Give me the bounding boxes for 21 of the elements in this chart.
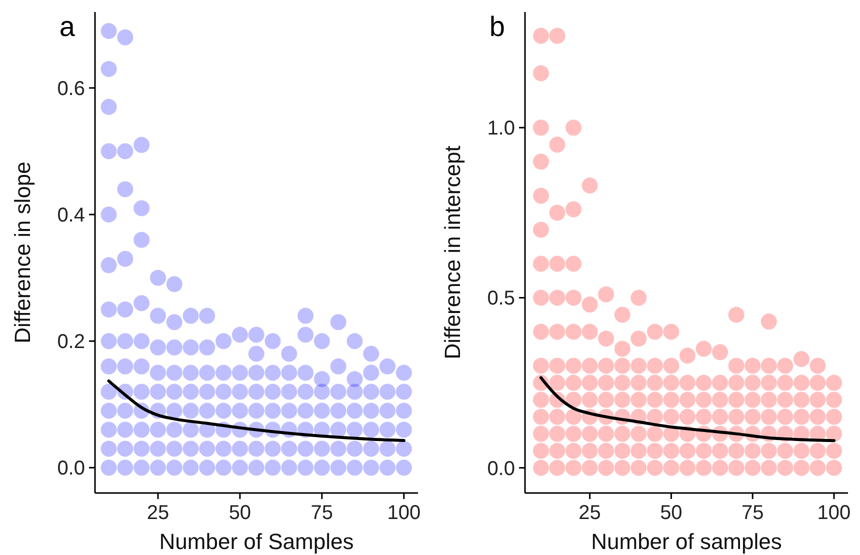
- y-tick-label: 0.5: [487, 288, 515, 310]
- y-tick-label: 0.4: [57, 204, 85, 227]
- x-tick-label: 75: [741, 502, 764, 524]
- x-axis-title: Number of Samples: [159, 529, 354, 554]
- x-tick-label: 50: [228, 502, 252, 524]
- y-axis-title: Difference in slope: [10, 162, 35, 344]
- y-axis-title: Difference in intercept: [440, 146, 465, 360]
- x-tick-label: 100: [817, 502, 851, 524]
- x-tick-label: 25: [146, 502, 170, 524]
- x-tick-label: 50: [660, 502, 682, 524]
- y-tick-label: 0.6: [57, 78, 85, 100]
- y-tick-label: 1.0: [487, 118, 515, 140]
- x-tick-label: 25: [578, 502, 601, 524]
- x-axis-title: Number of samples: [591, 529, 782, 554]
- chart-title: b: [489, 11, 505, 42]
- x-tick-label: 75: [310, 502, 334, 524]
- y-tick-label: 0.0: [487, 458, 515, 480]
- y-tick-label: 0.0: [57, 458, 85, 480]
- y-tick-label: 0.2: [57, 331, 85, 354]
- x-tick-label: 100: [387, 502, 421, 524]
- chart-title: a: [59, 11, 76, 42]
